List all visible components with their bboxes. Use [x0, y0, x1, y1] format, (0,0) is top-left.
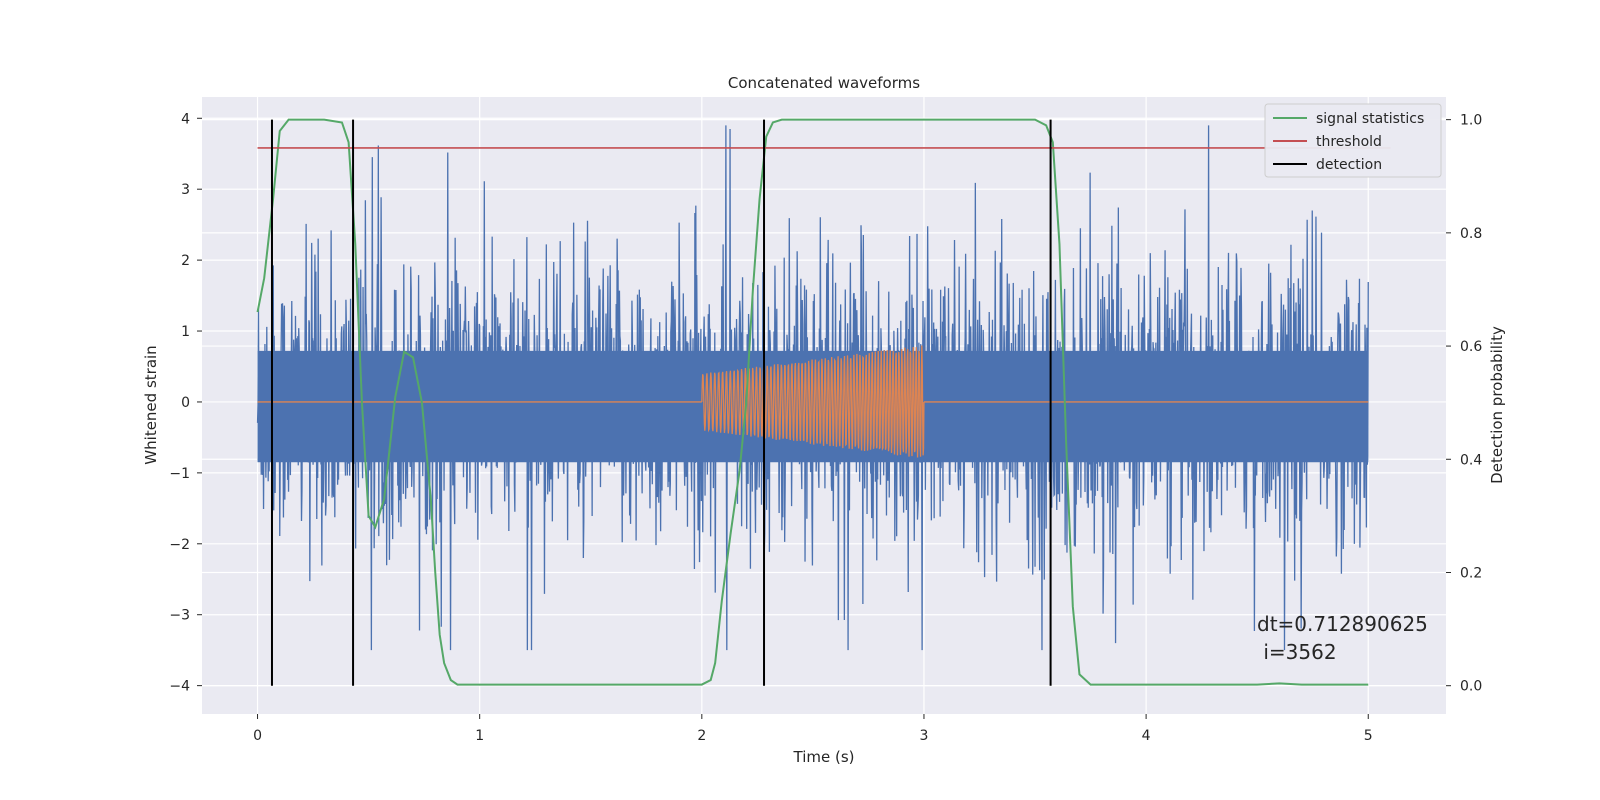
legend: signal statistics threshold detection [1264, 103, 1442, 178]
y-right-tick-label-0: 0.0 [1460, 679, 1482, 695]
x-axis-label: Time (s) [793, 748, 855, 766]
x-tick-label-1: 1 [475, 728, 484, 744]
y-axis-right-label: Detection probability [1488, 326, 1506, 484]
legend-label-0: signal statistics [1316, 111, 1424, 127]
y-tick-label-3: −1 [169, 466, 190, 482]
y-tick-label-1: −3 [169, 608, 190, 624]
annotation-dt: dt=0.712890625 [1257, 612, 1428, 636]
annotation-i: i=3562 [1257, 640, 1337, 664]
y-right-tick-label-3: 0.6 [1460, 339, 1482, 355]
y-right-tick-label-1: 0.2 [1460, 565, 1482, 581]
y-right-tick-label-5: 1.0 [1460, 113, 1482, 129]
y-tick-label-2: −2 [169, 537, 190, 553]
x-tick-label-5: 5 [1364, 728, 1373, 744]
injected-chirp-line [701, 345, 925, 458]
ticks: 0 1 2 3 4 5 −4 −3 −2 −1 0 1 2 3 4 0.0 0.2 0.4 0.6 0.8 1.0 [169, 111, 1482, 744]
x-tick-label-4: 4 [1142, 728, 1151, 744]
data-layer [256, 118, 1391, 686]
y-tick-label-4: 0 [181, 395, 190, 411]
legend-label-2: detection [1316, 157, 1382, 173]
y-tick-label-5: 1 [181, 324, 190, 340]
x-tick-label-2: 2 [697, 728, 706, 744]
y-tick-label-7: 3 [181, 182, 190, 198]
legend-box [1264, 103, 1442, 178]
chart-title: Concatenated waveforms [728, 74, 920, 92]
y-axis-label: Whitened strain [142, 345, 160, 464]
x-tick-label-0: 0 [253, 728, 262, 744]
y-right-tick-label-4: 0.8 [1460, 226, 1482, 242]
y-tick-label-6: 2 [181, 253, 190, 269]
y-tick-label-8: 4 [181, 111, 190, 127]
legend-label-1: threshold [1316, 134, 1382, 150]
y-tick-label-0: −4 [169, 679, 190, 695]
y-right-tick-label-2: 0.4 [1460, 452, 1482, 468]
x-tick-label-3: 3 [920, 728, 929, 744]
